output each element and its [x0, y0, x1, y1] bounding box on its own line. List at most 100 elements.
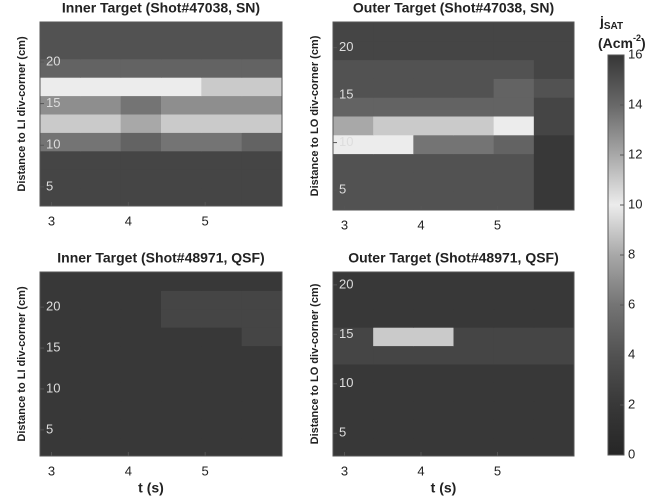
heatmap-cell — [40, 58, 81, 78]
heatmap-cell — [533, 308, 575, 328]
heatmap-cell — [533, 22, 575, 42]
heatmap-cell — [80, 290, 122, 310]
colorbar-tick-label: 16 — [628, 46, 642, 61]
heatmap-cell — [373, 172, 414, 192]
heatmap-cell — [413, 134, 454, 155]
heatmap-cell — [453, 153, 495, 173]
heatmap-cell — [493, 22, 535, 42]
heatmap-cell — [453, 97, 495, 117]
colorbar-tick-label: 4 — [628, 346, 635, 361]
heatmap-cell — [40, 382, 81, 402]
heatmap-cell — [80, 345, 122, 365]
x-axis-label: t (s) — [138, 480, 164, 496]
heatmap-cell — [493, 97, 535, 117]
heatmap-cell — [493, 382, 535, 402]
heatmap-cell — [201, 132, 243, 152]
heatmap-cell — [161, 382, 202, 402]
heatmap-cell — [40, 22, 81, 41]
heatmap-cell — [161, 364, 202, 383]
heatmap-cell — [453, 364, 495, 383]
heatmap-cell — [120, 400, 162, 420]
heatmap-cell — [413, 97, 454, 117]
heatmap-cell — [493, 172, 535, 192]
heatmap-cell — [333, 345, 374, 365]
heatmap-cell — [373, 59, 414, 79]
heatmap-cell — [40, 132, 81, 152]
heatmap-cell — [161, 187, 202, 207]
heatmap-cell — [373, 345, 414, 365]
plot-frame — [332, 21, 575, 211]
heatmap-cell — [241, 272, 283, 291]
heatmap-cell — [40, 437, 81, 457]
heatmap-cell — [413, 382, 454, 402]
heatmap-cell — [40, 345, 81, 365]
heatmap-cell — [333, 437, 374, 457]
colorbar-tick-label: 0 — [628, 446, 635, 461]
colorbar-tick-label: 10 — [628, 196, 642, 211]
heatmap-cell — [533, 400, 575, 420]
heatmap-cell — [80, 437, 122, 457]
colorbar-tick-label: 6 — [628, 296, 635, 311]
y-tick-label: 10 — [339, 375, 353, 390]
x-tick-label: 4 — [417, 463, 424, 478]
heatmap-cell — [120, 272, 162, 291]
y-tick-label: 5 — [339, 425, 346, 440]
heatmap-cell — [453, 272, 495, 291]
heatmap-cell — [333, 153, 374, 173]
heatmap-cell — [80, 40, 122, 60]
heatmap-cell — [493, 437, 535, 457]
heatmap-cell — [241, 114, 283, 133]
heatmap-cell — [373, 40, 414, 61]
heatmap-cell — [40, 364, 81, 383]
colorbar-tick-label: 12 — [628, 146, 642, 161]
heatmap-cell — [333, 290, 374, 310]
heatmap-cell — [201, 400, 243, 420]
y-tick-label: 15 — [339, 326, 353, 341]
x-tick-label: 5 — [202, 463, 209, 478]
heatmap-cell — [201, 40, 243, 60]
heatmap-cell — [533, 40, 575, 61]
heatmap-cell — [40, 272, 81, 291]
heatmap-cell — [40, 77, 81, 97]
heatmap-cell — [413, 78, 454, 98]
heatmap-cell — [413, 308, 454, 328]
y-tick-label: 15 — [46, 95, 60, 110]
heatmap-cell — [40, 114, 81, 133]
heatmap-cell — [120, 364, 162, 383]
colorbar-unit: (Acm-2) — [598, 33, 646, 50]
heatmap-cell — [241, 40, 283, 60]
heatmap-cell — [161, 114, 202, 133]
heatmap-cell — [80, 132, 122, 152]
heatmap-cell — [201, 364, 243, 383]
y-axis-label: Distance to LO div-corner (cm) — [309, 35, 321, 196]
heatmap-cell — [373, 78, 414, 98]
heatmap-cell — [120, 308, 162, 328]
heatmap-cell — [80, 382, 122, 402]
heatmap-cell — [120, 290, 162, 310]
heatmap-cell — [120, 169, 162, 189]
y-tick-label: 10 — [46, 137, 60, 152]
heatmap-cell — [80, 272, 122, 291]
heatmap-cell — [161, 272, 202, 291]
heatmap-cell — [413, 419, 454, 439]
heatmap-cell — [241, 308, 283, 328]
heatmap-cell — [413, 437, 454, 457]
heatmap-cell — [373, 364, 414, 383]
heatmap-cell — [80, 150, 122, 170]
heatmap-cell — [333, 382, 374, 402]
heatmap-cell — [493, 191, 535, 211]
heatmap-cell — [80, 95, 122, 115]
heatmap-cell — [201, 77, 243, 97]
heatmap-cell — [120, 77, 162, 97]
heatmap-cell — [201, 290, 243, 310]
heatmap-cell — [120, 22, 162, 41]
heatmap-cell — [453, 290, 495, 310]
heatmap-cell — [80, 308, 122, 328]
heatmap-cell — [453, 419, 495, 439]
heatmap-cell — [241, 364, 283, 383]
heatmap-cell — [241, 95, 283, 115]
heatmap-cell — [533, 97, 575, 117]
y-axis-label: Distance to LI div-corner (cm) — [16, 36, 28, 192]
heatmap-cell — [493, 419, 535, 439]
heatmap-cell — [120, 58, 162, 78]
